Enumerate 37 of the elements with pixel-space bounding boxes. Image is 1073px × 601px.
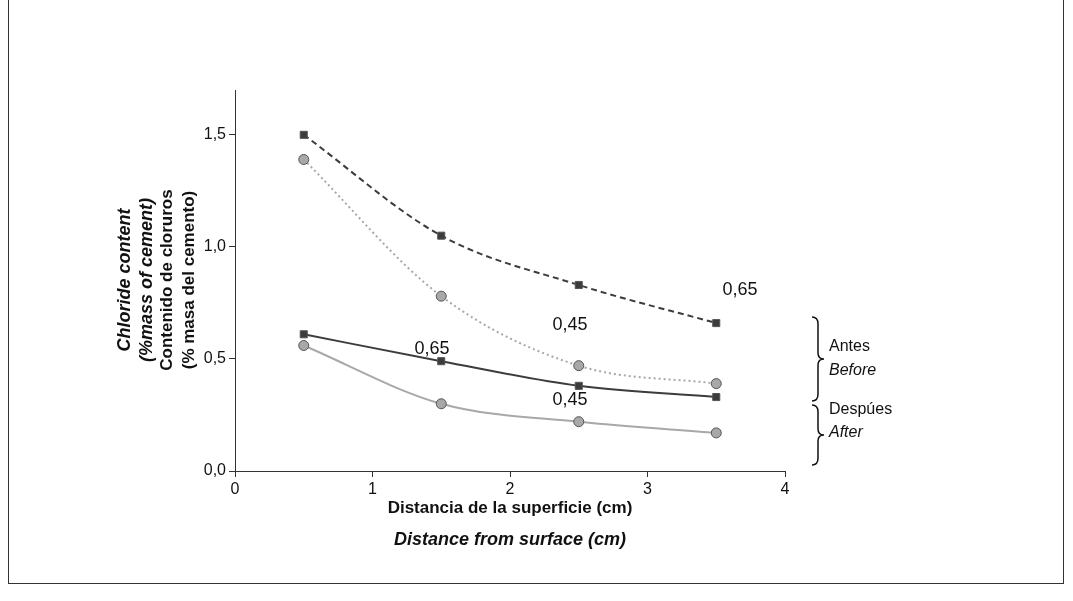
annotation: 0,65 (414, 337, 450, 358)
point (712, 393, 721, 402)
point (573, 360, 585, 372)
y-tick-label: 0,5 (203, 349, 227, 367)
text: Despúes (829, 400, 893, 418)
point (574, 280, 583, 290)
text: After (828, 423, 864, 441)
point (710, 378, 722, 390)
point (573, 416, 585, 428)
annotation: 0,45 (552, 388, 588, 409)
y-axis-title: Contenido de cloruros (% masa del cemento) (156, 189, 198, 371)
point (299, 130, 308, 139)
text: Antes (829, 337, 870, 355)
x-tick-label: 3 (643, 480, 653, 498)
point (437, 357, 446, 366)
y-tick-label: 0,0 (203, 461, 227, 479)
x-tick-label: 4 (780, 480, 790, 498)
text: Before (829, 361, 877, 379)
annotation: 0,65 (722, 278, 758, 299)
point (299, 330, 308, 339)
x-tick-label: 0 (230, 480, 240, 498)
x-axis-title: Distancia de la superficie (cm) (387, 497, 633, 517)
x-tick-label: 2 (505, 480, 515, 498)
text: Distance from surface (cm) (393, 528, 627, 549)
point (298, 153, 310, 165)
point (574, 381, 583, 390)
point (712, 319, 721, 328)
text: Chloride content (%mass of cement) (113, 197, 156, 363)
y-tick-label: 1,5 (203, 125, 227, 143)
x-tick-label: 1 (368, 480, 378, 498)
y-tick-label: 1,0 (203, 237, 227, 255)
point (435, 398, 447, 410)
annotation: 0,45 (552, 313, 588, 334)
point (437, 231, 446, 240)
point (435, 290, 447, 302)
point (298, 339, 310, 351)
point (710, 427, 722, 439)
